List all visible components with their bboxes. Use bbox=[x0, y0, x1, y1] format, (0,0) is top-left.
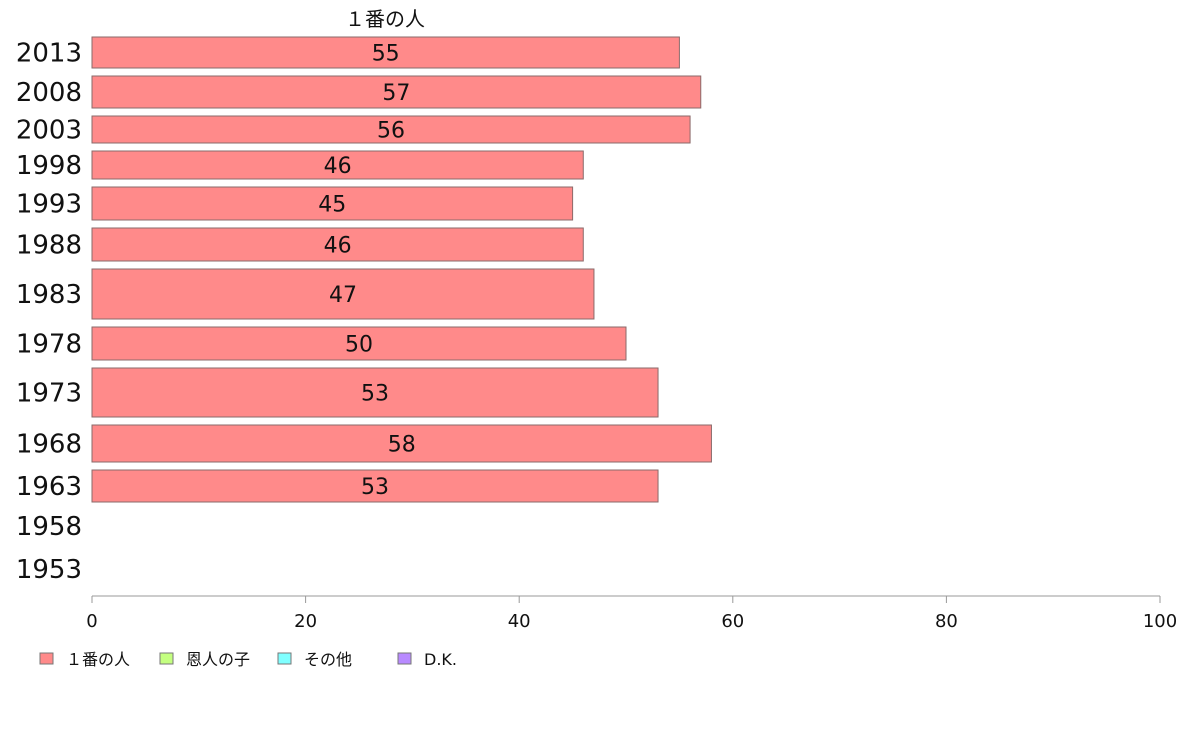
x-tick-label-80: 80 bbox=[935, 611, 958, 632]
y-tick-label-1968: 1968 bbox=[16, 430, 82, 460]
bar-1968 bbox=[91, 424, 712, 463]
x-tick-label-20: 20 bbox=[294, 611, 317, 632]
bar-1993 bbox=[91, 186, 574, 221]
bar-value-label-1978: 50 bbox=[345, 333, 373, 358]
legend-label-series-2: その他 bbox=[304, 650, 352, 669]
x-tick-label-40: 40 bbox=[508, 611, 531, 632]
legend-label-series-1: 恩人の子 bbox=[186, 650, 250, 669]
bar-value-label-1963: 53 bbox=[361, 475, 389, 500]
bar-1983 bbox=[91, 268, 595, 320]
y-tick-label-1988: 1988 bbox=[16, 231, 82, 261]
legend-swatch-series-0 bbox=[39, 652, 54, 665]
bar-1978 bbox=[91, 326, 627, 361]
bar-value-label-1968: 58 bbox=[388, 433, 416, 458]
bar-value-label-1993: 45 bbox=[318, 193, 346, 218]
legend-swatch-series-3 bbox=[397, 652, 412, 665]
y-tick-label-2003: 2003 bbox=[16, 116, 82, 146]
legend-label-series-0: １番の人 bbox=[66, 650, 130, 669]
y-tick-label-1978: 1978 bbox=[16, 330, 82, 360]
bar-1973 bbox=[91, 367, 659, 418]
bars-layer: 2013 55 2008 57 2003 56 1998 46 1993 45 1988 46 1983… bbox=[16, 36, 712, 585]
legend: １番の人 恩人の子 その他 D.K. bbox=[39, 650, 457, 669]
bar-2008 bbox=[91, 75, 702, 109]
legend-swatch-series-2 bbox=[277, 652, 292, 665]
bar-1988 bbox=[91, 227, 584, 262]
y-tick-label-1953: 1953 bbox=[16, 555, 82, 585]
x-tick-label-0: 0 bbox=[86, 611, 97, 632]
y-tick-label-1963: 1963 bbox=[16, 472, 82, 502]
x-tick-label-100: 100 bbox=[1143, 611, 1177, 632]
bar-1998 bbox=[91, 150, 584, 180]
chart-title: １番の人 bbox=[345, 7, 425, 31]
y-tick-label-1973: 1973 bbox=[16, 379, 82, 409]
bar-value-label-2013: 55 bbox=[372, 42, 400, 67]
bar-2003 bbox=[91, 115, 691, 144]
y-tick-label-2008: 2008 bbox=[16, 78, 82, 108]
y-tick-label-1998: 1998 bbox=[16, 151, 82, 181]
bar-value-label-2003: 56 bbox=[377, 119, 405, 144]
bar-2013 bbox=[91, 36, 680, 69]
x-tick-label-60: 60 bbox=[721, 611, 744, 632]
y-tick-label-1993: 1993 bbox=[16, 190, 82, 220]
y-tick-label-1983: 1983 bbox=[16, 280, 82, 310]
y-tick-label-2013: 2013 bbox=[16, 39, 82, 69]
bar-value-label-1988: 46 bbox=[324, 234, 352, 259]
bar-value-label-1998: 46 bbox=[324, 154, 352, 179]
bar-1963 bbox=[91, 469, 659, 503]
bar-value-label-1983: 47 bbox=[329, 283, 357, 308]
x-axis: 0 20 40 60 80 100 bbox=[86, 595, 1177, 632]
legend-swatch-series-1 bbox=[159, 652, 174, 665]
y-tick-label-1958: 1958 bbox=[16, 512, 82, 542]
legend-label-series-3: D.K. bbox=[424, 650, 457, 669]
bar-value-label-2008: 57 bbox=[382, 81, 410, 106]
bar-value-label-1973: 53 bbox=[361, 382, 389, 407]
